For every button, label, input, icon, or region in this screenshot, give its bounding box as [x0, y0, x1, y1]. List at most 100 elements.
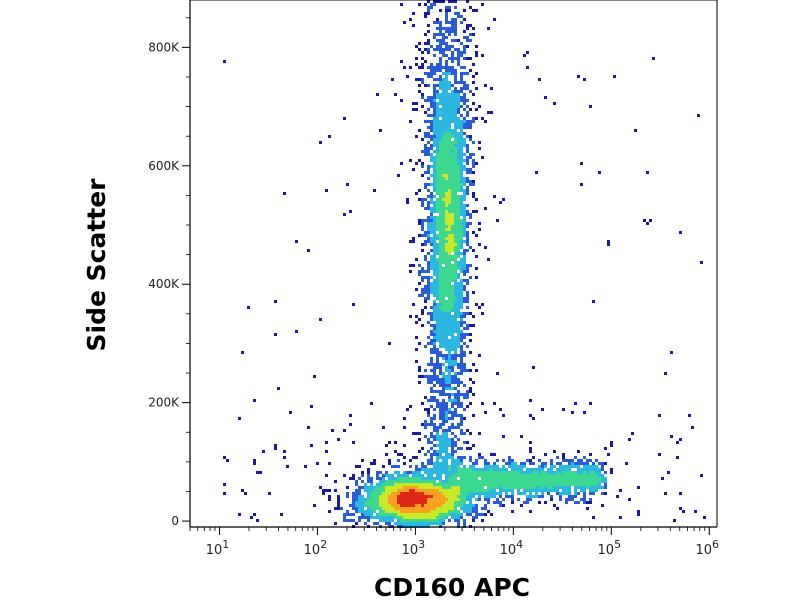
density-point: [352, 477, 355, 480]
density-point: [481, 156, 484, 159]
density-point: [439, 78, 442, 81]
density-point: [439, 81, 442, 84]
density-point: [463, 261, 466, 264]
density-point: [361, 459, 364, 462]
density-point: [433, 189, 436, 192]
density-point: [499, 492, 502, 495]
density-point: [394, 501, 397, 504]
density-point: [397, 507, 400, 510]
density-point: [451, 243, 454, 246]
density-point: [556, 462, 559, 465]
density-point: [439, 57, 442, 60]
density-point: [445, 468, 448, 471]
density-point: [427, 72, 430, 75]
density-point: [427, 216, 430, 219]
density-point: [445, 216, 448, 219]
density-point: [469, 507, 472, 510]
density-point: [451, 327, 454, 330]
density-point: [421, 228, 424, 231]
density-point: [451, 399, 454, 402]
density-point: [376, 513, 379, 516]
density-point: [382, 474, 385, 477]
density-point: [454, 213, 457, 216]
density-point: [451, 507, 454, 510]
density-point: [451, 291, 454, 294]
density-point: [451, 405, 454, 408]
density-point: [484, 492, 487, 495]
density-point: [457, 489, 460, 492]
density-point: [436, 135, 439, 138]
density-point: [430, 456, 433, 459]
density-point: [409, 513, 412, 516]
density-point: [457, 144, 460, 147]
density-point: [448, 507, 451, 510]
density-point: [478, 453, 481, 456]
density-point: [460, 189, 463, 192]
density-point: [664, 492, 667, 495]
density-point: [586, 507, 589, 510]
density-point: [451, 267, 454, 270]
density-point: [457, 147, 460, 150]
density-point: [400, 498, 403, 501]
density-point: [424, 408, 427, 411]
density-point: [322, 492, 325, 495]
density-point: [571, 462, 574, 465]
density-point: [463, 192, 466, 195]
density-point: [439, 504, 442, 507]
density-point: [406, 504, 409, 507]
density-point: [448, 396, 451, 399]
density-point: [460, 504, 463, 507]
density-point: [400, 162, 403, 165]
density-point: [598, 477, 601, 480]
density-point: [448, 246, 451, 249]
density-point: [433, 264, 436, 267]
density-point: [445, 510, 448, 513]
density-point: [442, 345, 445, 348]
density-point: [370, 483, 373, 486]
density-point: [457, 183, 460, 186]
density-point: [421, 513, 424, 516]
density-point: [262, 450, 265, 453]
density-point: [436, 351, 439, 354]
density-point: [445, 498, 448, 501]
density-point: [424, 522, 427, 525]
density-point: [445, 180, 448, 183]
density-point: [442, 48, 445, 51]
density-point: [421, 423, 424, 426]
density-point: [460, 357, 463, 360]
density-point: [460, 222, 463, 225]
density-point: [439, 372, 442, 375]
density-point: [439, 369, 442, 372]
density-point: [460, 480, 463, 483]
density-point: [469, 39, 472, 42]
density-point: [571, 477, 574, 480]
density-point: [454, 258, 457, 261]
density-point: [439, 327, 442, 330]
density-point: [439, 9, 442, 12]
density-point: [454, 120, 457, 123]
density-point: [511, 465, 514, 468]
density-point: [430, 417, 433, 420]
density-point: [466, 270, 469, 273]
density-point: [457, 219, 460, 222]
density-point: [427, 414, 430, 417]
density-point: [490, 465, 493, 468]
density-point: [538, 471, 541, 474]
density-point: [463, 285, 466, 288]
density-point: [658, 414, 661, 417]
density-point: [460, 261, 463, 264]
density-point: [430, 264, 433, 267]
density-point: [457, 276, 460, 279]
density-point: [502, 489, 505, 492]
density-point: [439, 156, 442, 159]
density-point: [454, 309, 457, 312]
density-point: [439, 186, 442, 189]
density-point: [553, 483, 556, 486]
density-point: [403, 474, 406, 477]
density-point: [433, 285, 436, 288]
density-point: [481, 474, 484, 477]
density-point: [424, 183, 427, 186]
density-point: [418, 219, 421, 222]
y-tick-label: 800K: [148, 40, 180, 54]
density-point: [421, 249, 424, 252]
